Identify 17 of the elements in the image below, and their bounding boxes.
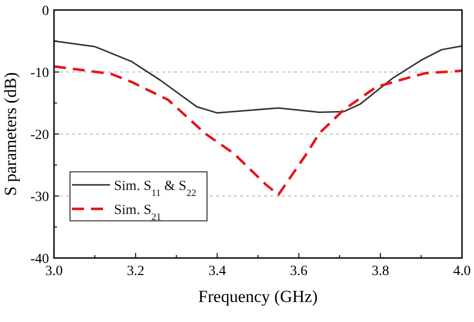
legend-label: Sim. S$_{11}$ & S$_{22}$ xyxy=(114,178,196,198)
y-tick-label: -20 xyxy=(30,128,49,143)
line-series xyxy=(52,65,464,196)
x-tick-label: 3.2 xyxy=(126,264,144,279)
x-tick-label: 3.4 xyxy=(208,264,226,279)
y-tick-label: -40 xyxy=(30,252,49,267)
legend-label: Sim. S$_{21}$ xyxy=(114,202,162,222)
y-tick-label: -10 xyxy=(30,66,49,81)
y-tick-label: -30 xyxy=(30,190,49,205)
x-tick-label: 3.0 xyxy=(45,264,63,279)
x-tick-label: 3.8 xyxy=(372,264,390,279)
x-axis-title: Frequency (GHz) xyxy=(198,287,318,306)
x-tick-label: 4.0 xyxy=(453,264,471,279)
y-axis-title: S parameters (dB) xyxy=(1,72,20,196)
line-series xyxy=(53,40,463,114)
y-tick-label: 0 xyxy=(42,4,49,19)
x-tick-label: 3.6 xyxy=(290,264,308,279)
